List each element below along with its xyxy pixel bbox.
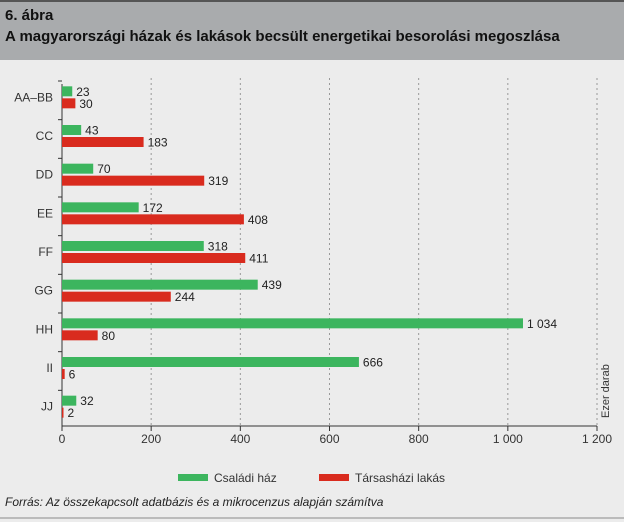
bottom-rule — [0, 517, 624, 519]
x-tick-label: 600 — [319, 432, 339, 446]
category-label: JJ — [41, 400, 53, 414]
legend-label: Családi ház — [214, 471, 277, 485]
category-label: FF — [38, 245, 53, 259]
figure-number: 6. ábra — [5, 7, 54, 24]
bar-tarsashazi — [62, 98, 76, 109]
category-label: CC — [36, 129, 54, 143]
bar-tarsashazi — [62, 253, 246, 263]
x-tick-label: 1 000 — [493, 432, 523, 446]
source-note: Forrás: Az összekapcsolt adatbázis és a … — [5, 495, 384, 509]
data-label: 1 034 — [527, 317, 557, 331]
bar-csaladi — [62, 318, 523, 329]
data-label: 244 — [175, 290, 195, 304]
legend-label: Társasházi lakás — [355, 471, 445, 485]
legend-swatch — [178, 474, 208, 481]
x-tick-label: 400 — [230, 432, 250, 446]
x-tick-label: 800 — [409, 432, 429, 446]
bar-tarsashazi — [62, 330, 98, 341]
x-tick-label: 200 — [141, 432, 161, 446]
bar-tarsashazi — [62, 137, 144, 147]
data-label: 408 — [248, 213, 268, 227]
category-label: EE — [37, 206, 53, 220]
data-label: 43 — [85, 124, 99, 138]
x-tick-label: 1 200 — [582, 432, 612, 446]
category-label: DD — [36, 168, 54, 182]
bar-csaladi — [62, 202, 139, 213]
bar-csaladi — [62, 125, 82, 135]
category-label: GG — [34, 284, 53, 298]
data-label: 32 — [80, 394, 94, 408]
bar-csaladi — [62, 163, 94, 174]
data-label: 411 — [249, 252, 268, 266]
data-label: 80 — [102, 329, 116, 343]
bar-csaladi — [62, 241, 204, 251]
bar-tarsashazi — [62, 214, 244, 225]
data-label: 2 — [68, 406, 75, 420]
data-label: 439 — [262, 278, 282, 292]
bar-csaladi — [62, 395, 77, 406]
bar-tarsashazi — [62, 407, 64, 418]
category-label: HH — [36, 322, 53, 336]
legend-swatch — [319, 474, 349, 481]
bar-tarsashazi — [62, 291, 171, 302]
bar-tarsashazi — [62, 175, 205, 186]
data-label: 318 — [208, 240, 228, 254]
data-label: 319 — [208, 174, 228, 188]
data-label: 70 — [97, 162, 111, 176]
data-label: 666 — [363, 356, 383, 370]
x-tick-label: 0 — [59, 432, 66, 446]
data-label: 23 — [76, 85, 90, 99]
x-axis-unit-label: Ezer darab — [600, 364, 612, 418]
data-label: 183 — [148, 136, 168, 150]
bar-csaladi — [62, 86, 73, 97]
data-label: 172 — [143, 201, 163, 215]
data-label: 6 — [69, 368, 76, 382]
chart-title: A magyarországi házak és lakások becsült… — [5, 28, 560, 45]
bar-csaladi — [62, 279, 258, 290]
category-label: AA–BB — [14, 90, 53, 104]
bar-tarsashazi — [62, 369, 65, 379]
bar-csaladi — [62, 357, 359, 367]
header: 6. ábra A magyarországi házak és lakások… — [0, 0, 624, 60]
category-label: II — [46, 361, 53, 375]
data-label: 30 — [79, 97, 93, 111]
